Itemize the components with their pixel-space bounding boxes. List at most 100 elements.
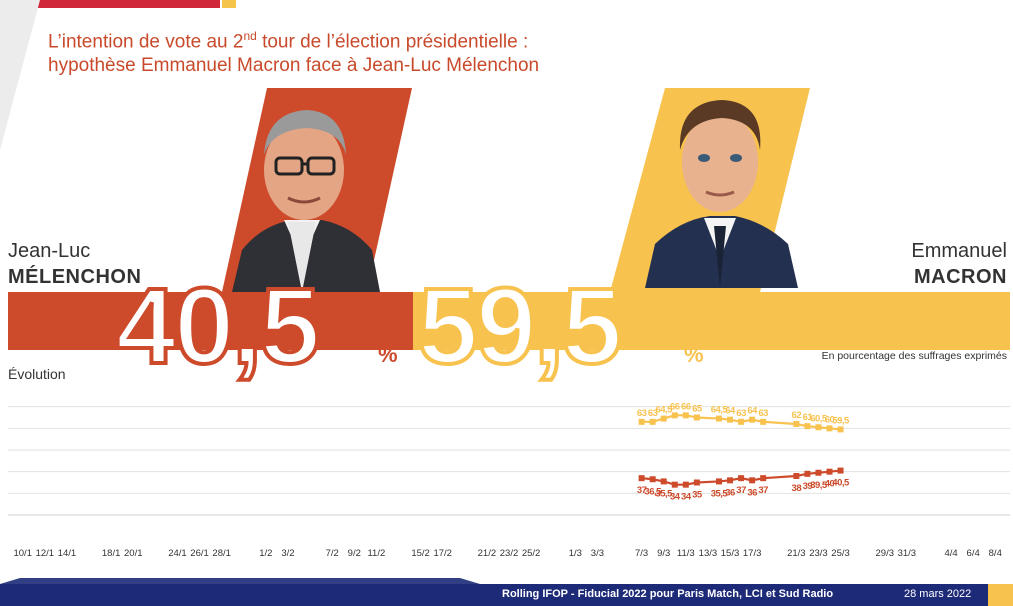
macron-point (760, 418, 767, 425)
x-tick-label: 25/2 (522, 548, 541, 559)
footer-date: 28 mars 2022 (904, 588, 972, 600)
macron-point (638, 418, 645, 425)
macron-point (793, 421, 800, 427)
melenchon-point (760, 475, 767, 482)
macron-first-name: Emmanuel (911, 240, 1007, 262)
x-tick-label: 15/2 (411, 548, 430, 559)
x-tick-label: 7/3 (635, 548, 648, 559)
melenchon-point (671, 481, 678, 488)
macron-data-label: 63 (648, 408, 658, 419)
macron-score: 59,5 (416, 265, 624, 386)
x-tick-label: 7/2 (326, 548, 339, 559)
x-tick-label: 14/1 (58, 548, 77, 559)
x-tick-label: 25/3 (831, 548, 850, 559)
melenchon-last-name: MÉLENCHON (8, 266, 142, 288)
macron-point (738, 418, 745, 425)
chart-subtitle: En pourcentage des suffrages exprimés (821, 350, 1007, 362)
macron-point (682, 412, 689, 419)
melenchon-data-label: 34 (670, 492, 681, 503)
macron-data-label: 64 (725, 406, 736, 417)
macron-point (649, 418, 656, 425)
macron-data-label: 59,5 (832, 415, 850, 426)
macron-data-label: 65 (692, 404, 703, 415)
macron-point (837, 426, 844, 433)
melenchon-data-label: 37 (637, 485, 647, 496)
x-tick-label: 29/3 (876, 548, 895, 559)
macron-point (815, 424, 822, 431)
melenchon-data-label: 35 (692, 490, 703, 501)
melenchon-score: 40,5 (114, 265, 322, 386)
x-tick-label: 13/3 (699, 548, 718, 559)
macron-data-label: 62 (792, 410, 802, 421)
x-tick-label: 11/3 (677, 548, 695, 559)
x-tick-label: 31/3 (898, 548, 917, 559)
melenchon-data-label: 35,5 (711, 488, 729, 499)
title-line-2: hypothèse Emmanuel Macron face à Jean-Lu… (48, 55, 540, 77)
x-tick-label: 9/2 (348, 548, 361, 559)
melenchon-point (815, 469, 822, 476)
melenchon-score-bar (8, 292, 413, 350)
melenchon-data-label: 37 (758, 485, 768, 496)
footer-decoration (0, 578, 480, 584)
melenchon-data-label: 39 (803, 481, 813, 492)
melenchon-data-label: 40 (825, 479, 835, 490)
melenchon-point (693, 479, 700, 486)
x-tick-label: 6/4 (967, 548, 980, 559)
x-tick-label: 1/2 (259, 548, 272, 559)
melenchon-point (738, 475, 745, 482)
melenchon-point (793, 473, 800, 479)
x-tick-label: 3/2 (281, 548, 294, 559)
macron-data-label: 60,5 (810, 413, 828, 424)
melenchon-point (837, 467, 844, 474)
top-decoration-yellow (222, 0, 236, 8)
melenchon-data-label: 35,5 (655, 488, 673, 499)
melenchon-point (649, 476, 656, 483)
macron-point (715, 415, 722, 422)
macron-data-label: 66 (681, 401, 691, 412)
x-tick-label: 20/1 (124, 548, 143, 559)
macron-point (671, 412, 678, 419)
x-tick-label: 10/1 (13, 548, 32, 559)
melenchon-data-label: 38 (792, 483, 802, 494)
x-tick-label: 11/2 (367, 548, 385, 559)
macron-data-label: 63 (758, 408, 768, 419)
melenchon-data-label: 36 (725, 487, 735, 498)
x-tick-label: 26/1 (190, 548, 209, 559)
left-decoration-wedge (0, 0, 40, 150)
melenchon-point (804, 470, 811, 477)
macron-data-label: 61 (803, 412, 814, 423)
melenchon-point (749, 477, 756, 484)
x-tick-label: 17/2 (433, 548, 452, 559)
x-tick-label: 8/4 (989, 548, 1002, 559)
macron-score-bar (413, 292, 1010, 350)
x-tick-label: 23/3 (809, 548, 828, 559)
evolution-label: Évolution (8, 366, 66, 382)
x-tick-label: 12/1 (36, 548, 55, 559)
macron-data-label: 63 (637, 408, 647, 419)
macron-percent-sign: % (684, 342, 704, 367)
melenchon-point (660, 478, 667, 485)
macron-point (727, 416, 734, 423)
x-tick-label: 3/3 (591, 548, 604, 559)
x-tick-label: 23/2 (500, 548, 519, 559)
title-line-1: L’intention de vote au 2nd tour de l’éle… (48, 29, 529, 53)
melenchon-data-label: 36 (747, 487, 757, 498)
macron-series-line (641, 414, 841, 431)
macron-data-label: 63 (736, 408, 746, 419)
melenchon-point (727, 477, 734, 484)
x-tick-label: 9/3 (657, 548, 670, 559)
macron-point (693, 414, 700, 421)
macron-data-label: 66 (670, 401, 680, 412)
evolution-chart: 10/1 12/1 14/1 18/1 20/1 24/1 26/1 28/1 1/2 3/2 7/… (8, 401, 1010, 559)
x-tick-label: 21/3 (787, 548, 806, 559)
macron-data-label: 64,5 (711, 405, 729, 416)
macron-data-label: 64,5 (655, 405, 673, 416)
footer-source: Rolling IFOP - Fiducial 2022 pour Paris … (502, 588, 834, 600)
melenchon-data-label: 40,5 (832, 478, 850, 489)
melenchon-data-label: 34 (681, 492, 692, 503)
page-title: L’intention de vote au 2nd tour de l’éle… (48, 24, 688, 78)
macron-data-label: 64 (747, 406, 758, 417)
x-tick-label: 21/2 (478, 548, 497, 559)
x-tick-label: 24/1 (168, 548, 187, 559)
x-tick-label: 1/3 (569, 548, 582, 559)
